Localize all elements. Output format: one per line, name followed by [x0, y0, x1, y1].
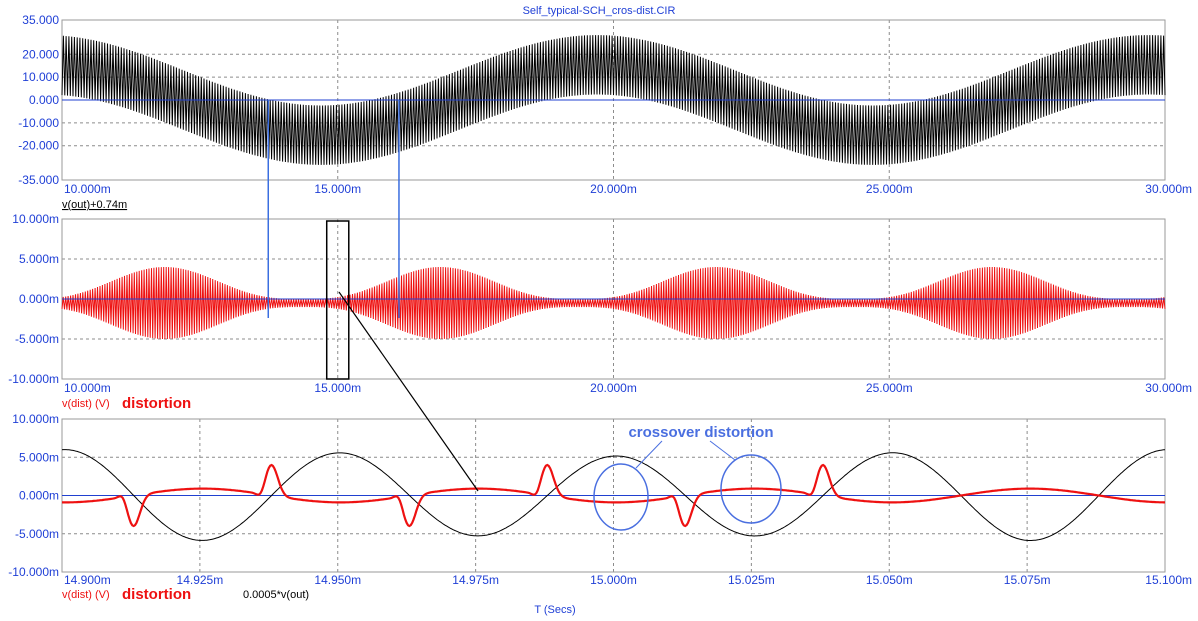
- y-tick-label: 20.000: [22, 47, 59, 61]
- overlay: [267, 100, 479, 492]
- chart-title: Self_typical-SCH_cros-dist.CIR: [523, 5, 676, 17]
- x-tick-label: 30.000m: [1145, 381, 1192, 395]
- y-tick-label: -10.000m: [8, 372, 59, 386]
- annotation-leader: [635, 440, 663, 469]
- x-tick-label: 25.000m: [866, 381, 913, 395]
- annotation-circle: [720, 454, 782, 524]
- series-scaled-vout: [61, 449, 1166, 541]
- y-tick-label: 35.000: [22, 13, 59, 27]
- y-tick-label: 10.000m: [12, 412, 59, 426]
- x-tick-label: 20.000m: [590, 182, 637, 196]
- y-tick-label: 0.000m: [19, 292, 59, 306]
- x-axis-label: T (Secs): [534, 604, 575, 616]
- y-tick-label: 0.000: [29, 93, 59, 107]
- x-tick-label: 25.000m: [866, 182, 913, 196]
- x-tick-label: 10.000m: [64, 182, 111, 196]
- series-vdist-zoom: [62, 463, 1165, 528]
- panel-middle: 10.000m 5.000m 0.000m -5.000m -10.000m 10.000…: [8, 212, 1192, 395]
- x-tick-label: 14.950m: [314, 573, 361, 587]
- mid-series-name: distortion: [122, 395, 191, 412]
- y-tick-label: 5.000m: [19, 450, 59, 464]
- x-tick-label: 14.900m: [64, 573, 111, 587]
- panel-bottom: 10.000m 5.000m 0.000m -5.000m -10.000m 14.900…: [8, 412, 1192, 587]
- mid-trace-label: v(dist) (V): [62, 398, 110, 410]
- top-trace-label: v(out)+0.74m: [62, 199, 127, 211]
- y-tick-label: 0.000m: [19, 489, 59, 503]
- y-tick-label: -10.000m: [8, 565, 59, 579]
- y-tick-label: 10.000m: [12, 212, 59, 226]
- annotation-crossover: crossover distortion: [628, 424, 773, 441]
- y-tick-label: -35.000: [18, 173, 59, 187]
- bottom-trace2-label: 0.0005*v(out): [243, 589, 309, 601]
- x-tick-label: 30.000m: [1145, 182, 1192, 196]
- x-tick-label: 10.000m: [64, 381, 111, 395]
- x-tick-label: 15.075m: [1004, 573, 1051, 587]
- x-tick-label: 15.000m: [590, 573, 637, 587]
- y-tick-label: 10.000: [22, 70, 59, 84]
- x-tick-label: 14.975m: [452, 573, 499, 587]
- y-tick-label: -5.000m: [15, 332, 59, 346]
- x-tick-label: 15.000m: [314, 182, 361, 196]
- bottom-trace-label: v(dist) (V): [62, 589, 110, 601]
- x-tick-label: 15.100m: [1145, 573, 1192, 587]
- y-tick-label: -10.000: [18, 116, 59, 130]
- x-tick-label: 15.000m: [314, 381, 361, 395]
- annotation-leader: [709, 440, 736, 461]
- x-tick-label: 14.925m: [177, 573, 224, 587]
- y-tick-label: -20.000: [18, 139, 59, 153]
- y-tick-label: -5.000m: [15, 527, 59, 541]
- y-tick-label: 5.000m: [19, 252, 59, 266]
- x-tick-label: 15.050m: [866, 573, 913, 587]
- panel-top: 35.000 20.000 10.000 0.000 -10.000 -20.000 -35…: [18, 13, 1192, 196]
- x-tick-label: 20.000m: [590, 381, 637, 395]
- series-vdist: [61, 266, 1166, 340]
- series-vout: [61, 35, 1166, 165]
- zoom-box: [325, 220, 350, 380]
- zoom-connector: [338, 291, 479, 492]
- annotation-circle: [593, 463, 649, 531]
- x-tick-label: 15.025m: [728, 573, 775, 587]
- bottom-series-name: distortion: [122, 586, 191, 603]
